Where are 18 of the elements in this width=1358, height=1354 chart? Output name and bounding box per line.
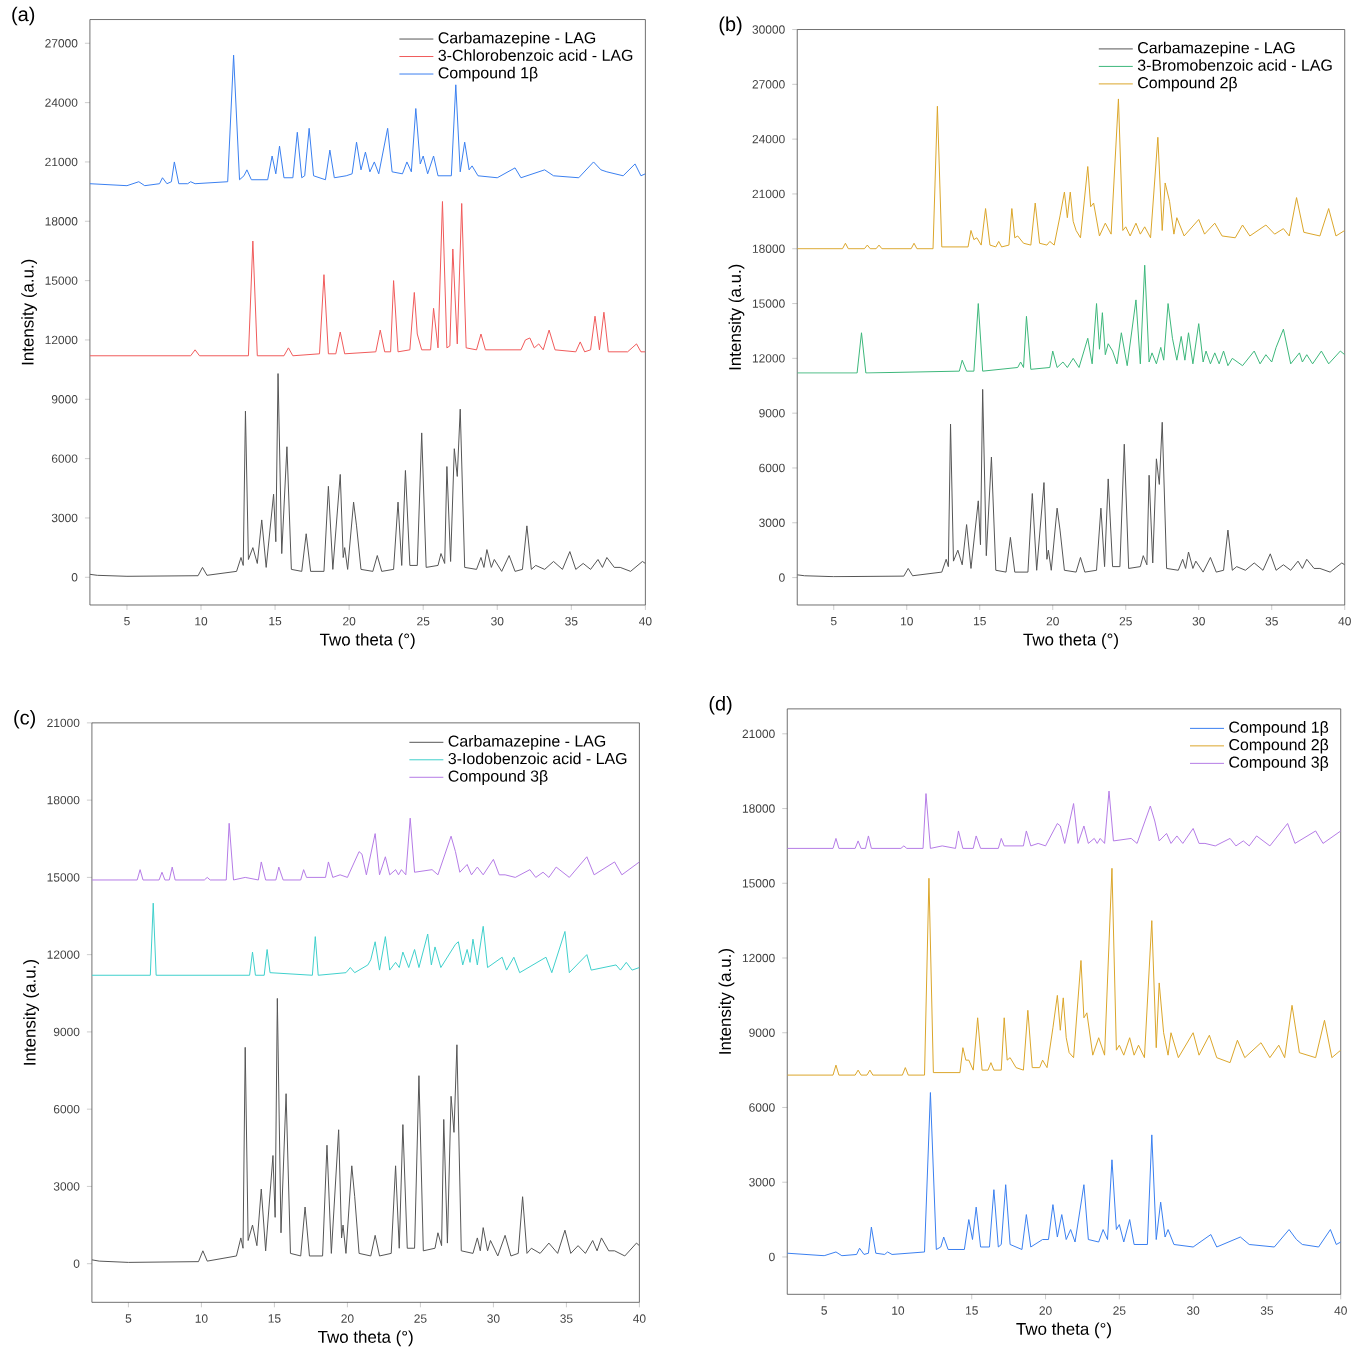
line-series bbox=[797, 98, 1345, 250]
y-axis-title: Intensity (a.u.) bbox=[728, 264, 745, 370]
chart-title: (c) bbox=[14, 709, 36, 729]
line-series bbox=[797, 264, 1345, 374]
y-axis-title: Intensity (a.u.) bbox=[21, 259, 37, 365]
chart-title: (b) bbox=[719, 16, 742, 36]
line-series bbox=[787, 1091, 1341, 1257]
y-axis-title: Intensity (a.u.) bbox=[718, 948, 735, 1054]
x-axis-title: Two theta (°) bbox=[319, 633, 415, 649]
x-axis-title: Two theta (°) bbox=[1016, 1322, 1111, 1339]
chart-title: (d) bbox=[709, 695, 732, 715]
line-series bbox=[787, 867, 1341, 1076]
line-series bbox=[89, 200, 646, 357]
x-axis-title: Two theta (°) bbox=[1023, 633, 1118, 649]
y-axis-title: Intensity (a.u.) bbox=[23, 959, 39, 1065]
chart-title: (a) bbox=[12, 6, 35, 26]
x-axis-title: Two theta (°) bbox=[317, 1330, 413, 1347]
line-series bbox=[91, 902, 640, 976]
